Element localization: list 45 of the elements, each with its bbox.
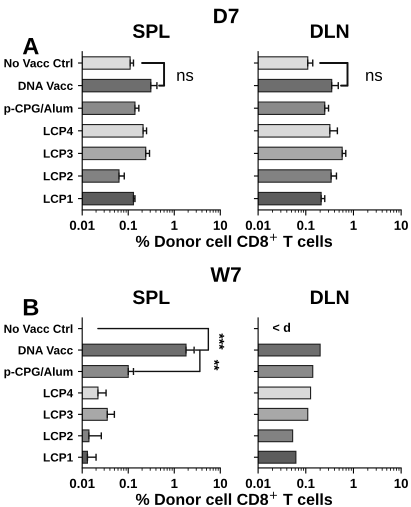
y-tick-label: LCP2 [44, 172, 73, 180]
x-tick-label: 0.1 [297, 478, 315, 488]
annotation: < d [272, 322, 290, 332]
annotation: ** [214, 360, 220, 370]
x-tick-label: 0.01 [70, 478, 95, 488]
y-tick-label: DNA Vacc [18, 346, 73, 354]
y-tick-label: No Vacc Ctrl [4, 58, 72, 68]
x-tick-label: 0.1 [297, 220, 315, 230]
x-tick-label: 10 [214, 220, 228, 230]
chart-title: SPL [132, 290, 170, 304]
x-tick-label: 10 [214, 478, 228, 488]
y-tick-label: LCP4 [44, 126, 74, 136]
text: D7 [214, 8, 238, 24]
annotation: *** [218, 333, 224, 350]
y-tick-label: LCP3 [44, 410, 73, 419]
y-tick-label: LCP3 [44, 149, 73, 158]
x-tick-label: 0.01 [246, 220, 271, 230]
y-tick-label: DNA Vacc [18, 82, 73, 90]
y-tick-label: LCP4 [44, 388, 74, 398]
y-tick-label: LCP1 [44, 453, 73, 462]
x-tick-label: 0.1 [120, 478, 138, 488]
chart-title: DLN [310, 290, 348, 304]
annotation: ns [366, 72, 382, 82]
y-tick-label: p-CPG/Alum [4, 367, 72, 378]
chart-title: DLN [310, 24, 348, 38]
x-tick-label: 0.1 [120, 220, 138, 230]
y-tick-label: LCP2 [44, 432, 73, 440]
x-tick-label: 1 [350, 220, 357, 230]
x-axis-title: % Donor cell CD8$^{+}$ T cells [136, 234, 332, 247]
y-tick-label: LCP1 [44, 194, 73, 203]
x-tick-label: 10 [394, 478, 408, 488]
x-tick-label: 10 [394, 220, 408, 230]
annotation: ns [177, 72, 194, 82]
chart-title: SPL [132, 24, 170, 38]
x-tick-label: 1 [171, 478, 178, 488]
text: A [22, 38, 39, 54]
text: B [24, 299, 38, 316]
x-axis-title: % Donor cell CD8$^{+}$ T cells [136, 492, 332, 506]
x-tick-label: 0.01 [246, 478, 271, 488]
x-tick-label: 1 [171, 220, 178, 230]
y-tick-label: p-CPG/Alum [4, 104, 72, 115]
x-tick-label: 0.01 [70, 220, 95, 230]
y-tick-label: No Vacc Ctrl [4, 324, 72, 333]
text: W7 [210, 267, 241, 282]
x-tick-label: 1 [350, 478, 357, 488]
